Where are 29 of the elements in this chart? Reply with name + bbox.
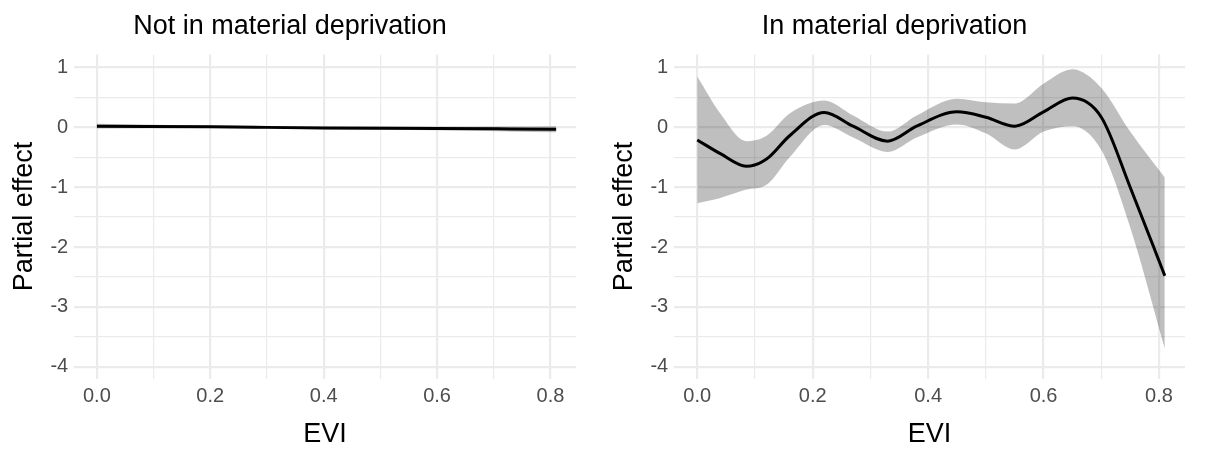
y-tick-label: 0 (57, 114, 69, 137)
x-tick-label: 0.2 (798, 384, 827, 407)
x-tick-label: 0.8 (1145, 384, 1173, 407)
x-tick-label: 0.2 (196, 384, 225, 407)
chart-title: Not in material deprivation (133, 9, 447, 40)
y-tick-label: -1 (650, 174, 669, 197)
x-tick-label: 0.6 (423, 384, 451, 407)
y-tick-label: 0 (657, 114, 669, 137)
y-tick-label: -4 (650, 354, 669, 377)
x-tick-label: 0.4 (309, 384, 338, 407)
y-tick-label: -2 (650, 234, 669, 257)
y-tick-label: -2 (50, 234, 69, 257)
y-tick-label: -3 (650, 294, 669, 317)
x-tick-label: 0.0 (82, 384, 111, 407)
y-tick-label: 1 (57, 55, 69, 78)
chart-title: In material deprivation (761, 9, 1028, 40)
x-tick-label: 0.0 (683, 384, 712, 407)
x-axis-title: EVI (303, 418, 347, 449)
x-axis-title: EVI (907, 418, 952, 449)
x-tick-label: 0.6 (1029, 384, 1058, 407)
y-tick-label: -3 (50, 294, 69, 317)
y-tick-label: -4 (50, 354, 69, 377)
y-axis-title: Partial effect (607, 141, 638, 292)
y-axis-title: Partial effect (7, 141, 38, 292)
line-series (695, 96, 1167, 278)
x-tick-label: 0.4 (914, 384, 943, 407)
y-tick-label: -1 (50, 174, 69, 197)
x-tick-label: 0.8 (536, 384, 565, 407)
y-tick-label: 1 (657, 55, 669, 78)
